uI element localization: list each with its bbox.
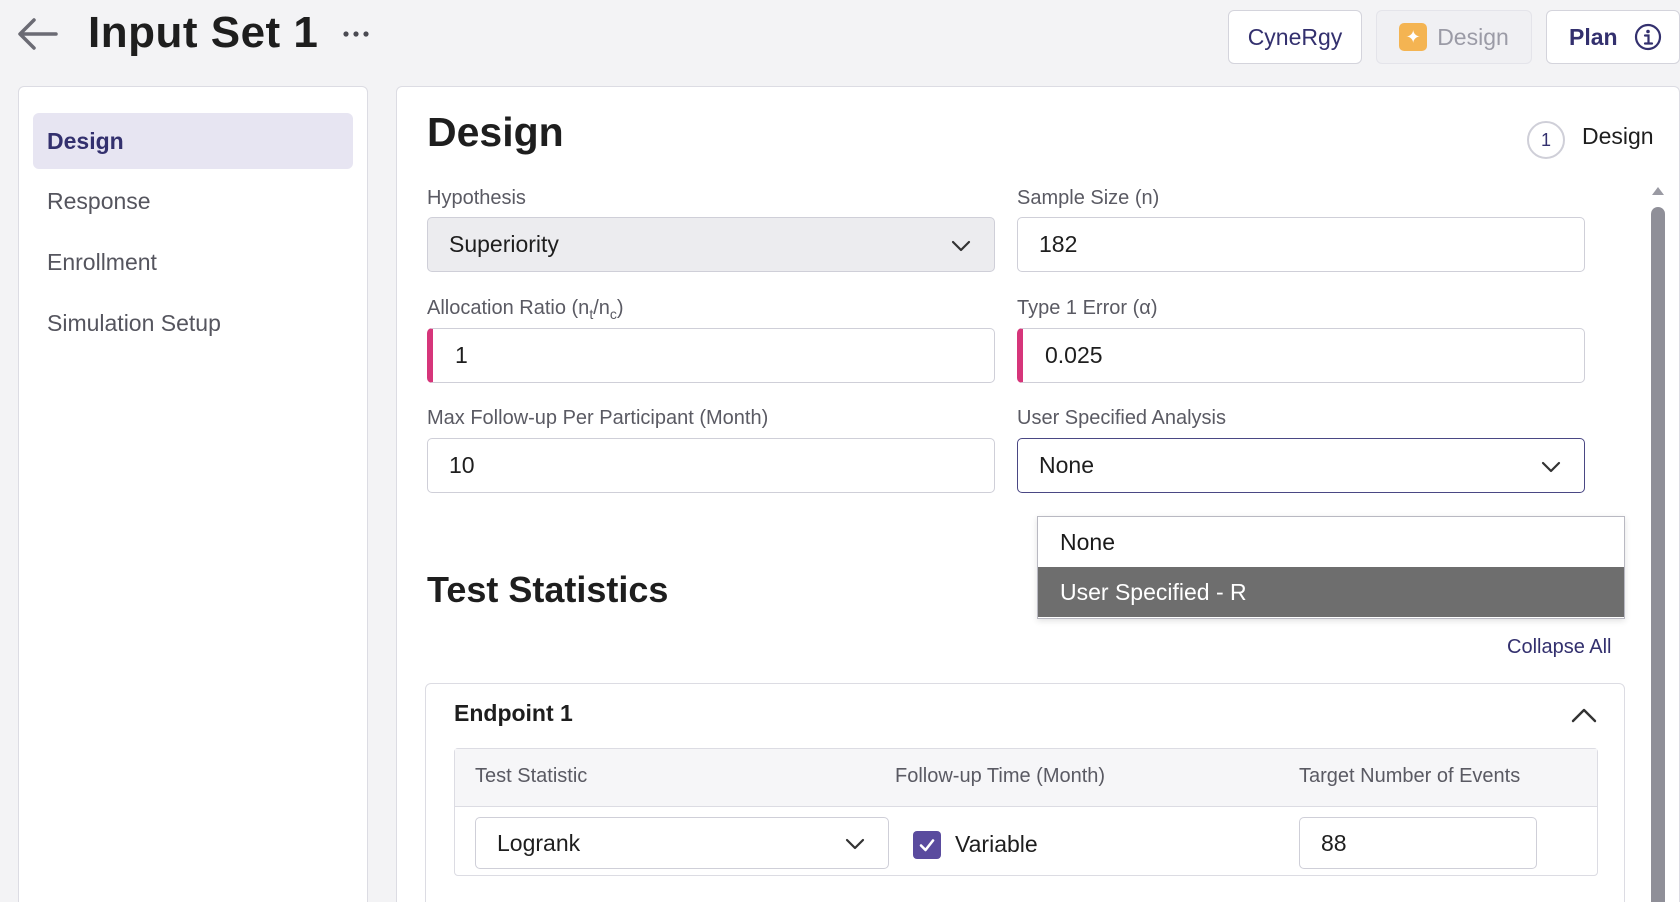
design-button-label: Design [1437,23,1509,50]
scrollbar-thumb[interactable] [1651,207,1665,902]
test-statistic-select[interactable]: Logrank [475,817,889,869]
max-followup-value: 10 [449,452,475,478]
target-events-input[interactable]: 88 [1299,817,1537,869]
type1-error-value: 0.025 [1045,342,1103,368]
hypothesis-label: Hypothesis [427,187,526,209]
user-analysis-dropdown: None User Specified - R [1037,516,1625,619]
max-followup-label: Max Follow-up Per Participant (Month) [427,407,769,429]
cynergy-button-label: CyneRgy [1247,23,1343,50]
plan-button-label: Plan [1569,23,1618,50]
target-events-value: 88 [1321,829,1347,856]
dropdown-option-none[interactable]: None [1060,528,1115,555]
chevron-down-icon [951,240,971,252]
endpoint-table: Test Statistic Follow-up Time (Month) Ta… [454,748,1598,876]
variable-checkbox-label: Variable [955,831,1038,857]
sidebar-item-response[interactable]: Response [47,187,151,214]
user-analysis-value: None [1039,452,1094,478]
chevron-down-icon [1541,461,1561,473]
section-title-test-statistics: Test Statistics [427,569,669,610]
endpoint-card: Endpoint 1 Test Statistic Follow-up Time… [425,683,1625,902]
allocation-ratio-input[interactable]: 1 [427,328,995,383]
more-options-icon[interactable] [341,26,371,42]
user-analysis-select[interactable]: None [1017,438,1585,493]
type1-error-label: Type 1 Error (α) [1017,297,1158,319]
step-number-badge: 1 [1527,121,1565,159]
endpoint-title: Endpoint 1 [454,700,573,726]
chevron-up-icon[interactable] [1570,704,1598,728]
type1-error-input[interactable]: 0.025 [1017,328,1585,383]
sparkle-icon: ✦ [1399,23,1428,51]
design-button[interactable]: ✦ Design [1376,10,1532,64]
hypothesis-select[interactable]: Superiority [427,217,995,272]
sidebar: Design Response Enrollment Simulation Se… [18,86,368,902]
info-icon [1634,23,1661,51]
sample-size-input[interactable]: 182 [1017,217,1585,272]
checkmark-icon [919,839,935,852]
column-header-target-events: Target Number of Events [1299,765,1521,787]
collapse-all-link[interactable]: Collapse All [1507,636,1612,658]
step-label: Design [1582,123,1654,149]
test-statistic-value: Logrank [497,829,581,856]
variable-checkbox[interactable] [913,831,941,859]
sidebar-item-simulation-setup[interactable]: Simulation Setup [47,309,221,336]
user-analysis-label: User Specified Analysis [1017,407,1226,429]
plan-button[interactable]: Plan [1546,10,1680,64]
sample-size-label: Sample Size (n) [1017,187,1160,209]
section-title-design: Design [427,109,564,155]
allocation-ratio-value: 1 [455,342,468,368]
hypothesis-value: Superiority [449,231,559,257]
scrollbar[interactable] [1651,187,1665,902]
endpoint-table-header: Test Statistic Follow-up Time (Month) Ta… [455,749,1597,807]
max-followup-input[interactable]: 10 [427,438,995,493]
back-arrow-icon[interactable] [16,16,58,52]
sidebar-item-design[interactable]: Design [33,113,353,169]
sample-size-value: 182 [1039,231,1078,257]
column-header-followup-time: Follow-up Time (Month) [895,765,1106,787]
main-panel: Design 1 Design Hypothesis Superiority S… [396,86,1680,902]
scroll-up-arrow-icon[interactable] [1652,187,1664,195]
chevron-down-icon [845,838,865,850]
column-header-test-statistic: Test Statistic [475,765,588,787]
page-title: Input Set 1 [88,8,319,57]
dropdown-option-user-specified-r[interactable]: User Specified - R [1038,567,1624,617]
allocation-ratio-label: Allocation Ratio (nt/nc) [427,297,624,322]
sidebar-item-enrollment[interactable]: Enrollment [47,248,157,275]
cynergy-button[interactable]: CyneRgy [1228,10,1362,64]
